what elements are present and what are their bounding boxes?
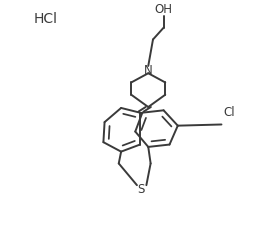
Text: N: N — [144, 64, 153, 77]
Text: HCl: HCl — [34, 12, 58, 26]
Text: OH: OH — [155, 3, 172, 16]
Text: S: S — [137, 183, 145, 196]
Text: Cl: Cl — [224, 106, 235, 119]
